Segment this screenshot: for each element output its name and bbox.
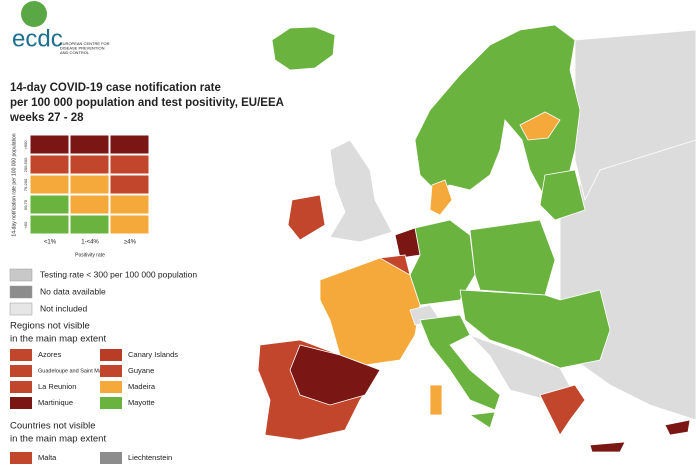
netherlands: [394, 227, 421, 259]
france: [319, 257, 421, 366]
ireland: [287, 194, 326, 241]
united-kingdom: [329, 139, 393, 243]
finland-south: [519, 111, 561, 141]
matrix-cell: [109, 174, 150, 195]
matrix-cell: [69, 154, 110, 175]
matrix-cell: [29, 134, 70, 155]
region-label: Mayotte: [128, 398, 155, 407]
matrix-cell: [69, 134, 110, 155]
poland: [469, 219, 556, 296]
section-heading: Regions not visible: [10, 321, 90, 332]
central-east: [459, 289, 611, 369]
matrix-cell: [29, 154, 70, 175]
nordics: [414, 24, 581, 199]
section-heading: Countries not visible: [10, 421, 96, 432]
sicily: [468, 411, 496, 429]
legend-label: No data available: [40, 286, 106, 296]
matrix-cell: [109, 214, 150, 235]
logo-globe: [21, 1, 47, 27]
germany: [409, 219, 476, 306]
region-swatch: [100, 349, 122, 361]
country-swatch: [100, 452, 122, 464]
matrix-cell: [109, 154, 150, 175]
logo-subtitle: AND CONTROL: [60, 50, 90, 55]
matrix-y-label: 14-day notification rate per 100 000 pop…: [11, 133, 17, 236]
section-heading: in the main map extent: [10, 334, 106, 345]
legend-swatch: [9, 285, 33, 299]
spain-centre: [289, 344, 381, 406]
region-label: Azores: [38, 350, 62, 359]
matrix-cell: [109, 194, 150, 215]
greece: [539, 384, 586, 436]
region-label: Canary Islands: [128, 350, 178, 359]
matrix-row-label: 50-75: [23, 199, 28, 210]
matrix-column-label: ≥4%: [124, 240, 137, 246]
iceland: [271, 26, 336, 71]
matrix-cell: [69, 194, 110, 215]
region-swatch: [100, 381, 122, 393]
legend-swatch: [9, 302, 33, 316]
title: 14-day COVID-19 case notification rate: [10, 82, 221, 94]
italy: [419, 314, 501, 411]
title: per 100 000 population and test positivi…: [10, 97, 284, 109]
title: weeks 27 - 28: [9, 112, 84, 124]
region-label: Martinique: [38, 398, 73, 407]
sardinia: [429, 384, 443, 416]
crete: [589, 441, 626, 453]
region-label: Guadeloupe and Saint Martin: [38, 368, 110, 374]
region-swatch: [10, 349, 32, 361]
matrix-row-label: >500: [23, 140, 28, 150]
region-label: Guyane: [128, 366, 154, 375]
map: [257, 24, 696, 453]
matrix-cell: [69, 174, 110, 195]
denmark: [429, 179, 453, 216]
logo-subtitle: EUROPEAN CENTRE FOR: [60, 41, 110, 46]
matrix-row-label: <50: [23, 221, 28, 229]
matrix-cell: [29, 174, 70, 195]
country-label: Malta: [38, 453, 57, 462]
matrix-column-label: 1-<4%: [81, 240, 99, 246]
region-swatch: [10, 365, 32, 377]
region-swatch: [100, 397, 122, 409]
matrix-cell: [69, 214, 110, 235]
legend-label: Not included: [40, 303, 88, 313]
matrix-row-label: 75-200: [23, 178, 28, 191]
country-label: Liechtenstein: [128, 453, 172, 462]
region-swatch: [10, 397, 32, 409]
region-label: Madeira: [128, 382, 156, 391]
matrix-x-label: Positivity rate: [75, 252, 105, 258]
region-swatch: [10, 381, 32, 393]
region-label: La Reunion: [38, 382, 76, 391]
baltics: [539, 169, 586, 221]
logo: ecdc: [12, 1, 63, 52]
logo-text: ecdc: [12, 25, 63, 52]
logo-subtitle: DISEASE PREVENTION: [60, 46, 105, 51]
legend-swatch: [9, 268, 33, 282]
matrix-row-label: 200-500: [23, 157, 28, 172]
region-swatch: [100, 365, 122, 377]
matrix-column-label: <1%: [44, 240, 57, 246]
cyprus: [664, 419, 691, 436]
matrix-cell: [29, 194, 70, 215]
section-heading: in the main map extent: [10, 434, 106, 445]
legend-label: Testing rate < 300 per 100 000 populatio…: [40, 269, 197, 279]
non-included-land: [574, 29, 696, 202]
matrix-cell: [29, 214, 70, 235]
country-swatch: [10, 452, 32, 464]
matrix-cell: [109, 134, 150, 155]
